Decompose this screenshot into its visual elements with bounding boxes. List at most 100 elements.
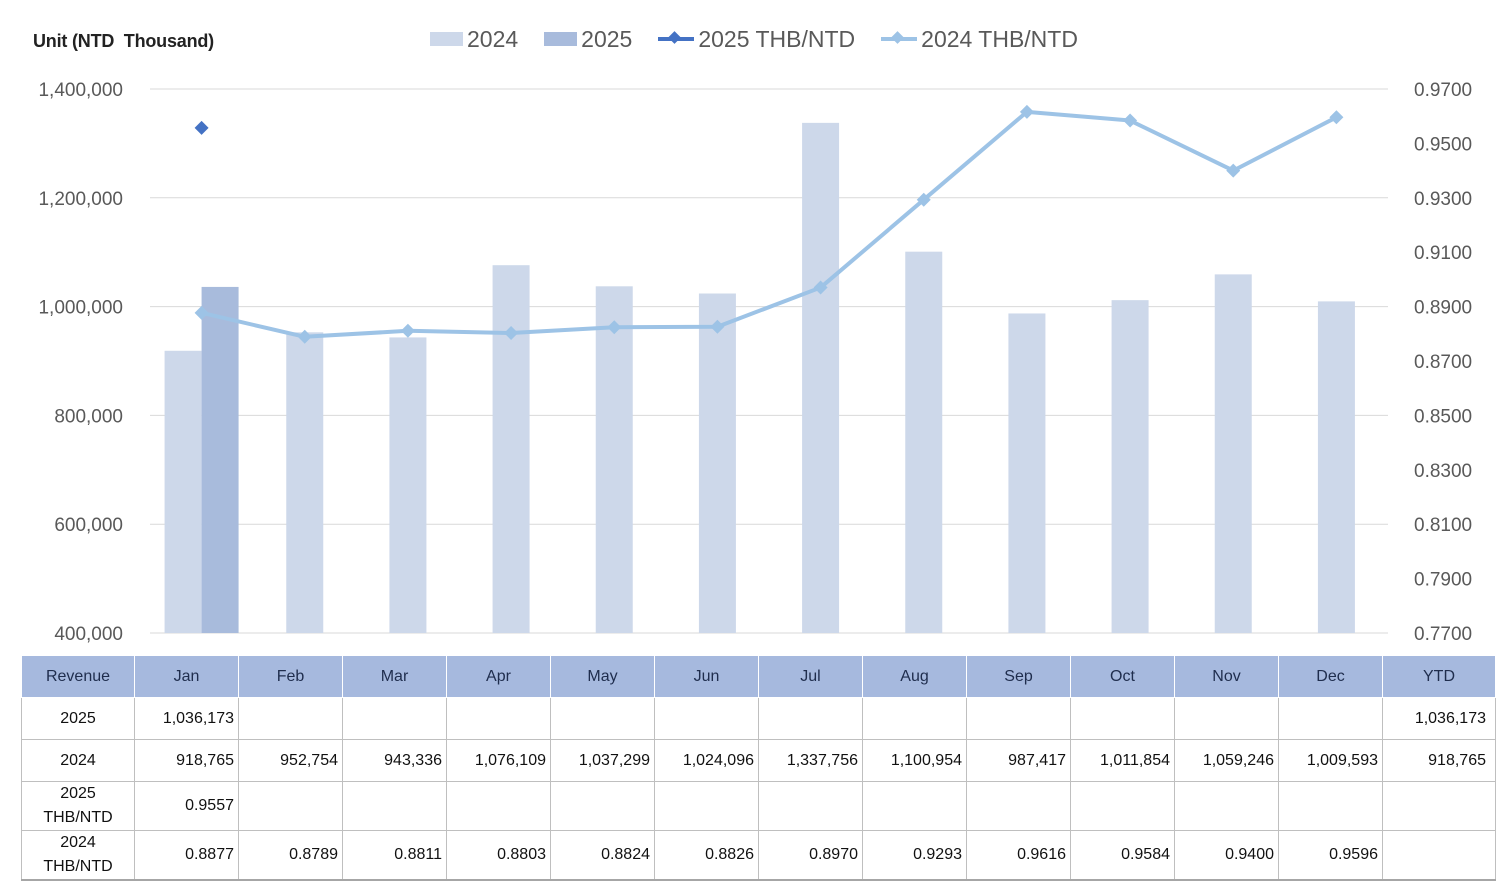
table-row: 2025 THB/NTD 0.9557	[21, 781, 1496, 831]
table-cell	[654, 781, 759, 831]
point-2024-thb	[1123, 113, 1138, 128]
table-header-cell: Jul	[758, 655, 863, 698]
table-cell: 0.8789	[238, 830, 343, 881]
table-header-cell: Jan	[134, 655, 239, 698]
unit-label: Unit (NTD Thousand)	[33, 31, 214, 51]
y-right-tick-label: 0.8100	[1414, 515, 1472, 536]
table-header-cell: Jun	[654, 655, 759, 698]
table-cell	[342, 781, 447, 831]
y-left-tick-label: 400,000	[54, 624, 123, 645]
table-cell: 0.9400	[1174, 830, 1279, 881]
y-left-tick-label: 1,000,000	[38, 298, 123, 319]
y-right-tick-label: 0.8300	[1414, 461, 1472, 482]
point-2025-thb	[194, 120, 209, 135]
table-row: 2024 THB/NTD 0.8877 0.8789 0.8811 0.8803 0.882…	[21, 830, 1496, 881]
table-cell: 952,754	[238, 739, 343, 782]
table-cell	[1174, 781, 1279, 831]
table-cell	[758, 781, 863, 831]
bar-2024	[1111, 300, 1149, 633]
table-cell	[342, 697, 447, 740]
legend-item-2025: 2025	[544, 26, 632, 53]
table-cell	[238, 697, 343, 740]
table-cell: 0.9596	[1278, 830, 1383, 881]
table-header-revenue: Revenue	[21, 655, 135, 698]
table-cell: 0.8824	[550, 830, 655, 881]
bar-2024	[1214, 274, 1252, 633]
table-cell: 1,024,096	[654, 739, 759, 782]
table-cell: 0.9557	[134, 781, 239, 831]
legend-swatch-2024-thb	[881, 31, 918, 47]
bar-2024	[1317, 301, 1355, 633]
table-cell: 0.8877	[134, 830, 239, 881]
point-2024-thb	[504, 325, 519, 340]
table-cell: 1,036,173	[134, 697, 239, 740]
y-left-tick-label: 600,000	[54, 515, 123, 536]
table-cell: 1,037,299	[550, 739, 655, 782]
y-left-tick-label: 800,000	[54, 406, 123, 427]
table-cell: 0.9616	[966, 830, 1071, 881]
bar-2024	[164, 350, 202, 633]
point-2024-thb	[194, 305, 209, 320]
table-cell	[862, 697, 967, 740]
table-header-cell: Sep	[966, 655, 1071, 698]
y-left-tick-label: 1,400,000	[38, 80, 123, 101]
legend-label-2025-thb: 2025 THB/NTD	[698, 25, 856, 52]
bar-2024	[595, 286, 633, 633]
y-right-tick-label: 0.7900	[1414, 570, 1472, 591]
chart-legend: 2024 2025 2025 THB/NTD 2024 THB/NTD	[430, 25, 1104, 53]
table-row: 2024 918,765 952,754 943,336 1,076,109 1,037,…	[21, 739, 1496, 782]
point-2024-thb	[813, 280, 828, 295]
table-row-label: 2024 THB/NTD	[21, 830, 135, 881]
point-2024-thb	[400, 323, 415, 338]
y-right-tick-label: 0.8500	[1414, 406, 1472, 427]
table-header-cell: May	[550, 655, 655, 698]
legend-label-2024: 2024	[467, 25, 519, 52]
table-cell-ytd	[1382, 830, 1496, 881]
table-cell	[966, 781, 1071, 831]
y-right-tick-label: 0.8900	[1414, 298, 1472, 319]
table-cell-ytd: 918,765	[1382, 739, 1496, 782]
bar-2024	[802, 122, 840, 634]
point-2024-thb	[1226, 163, 1241, 178]
table-header-cell: Mar	[342, 655, 447, 698]
legend-label-2024-thb: 2024 THB/NTD	[921, 25, 1078, 52]
legend-swatch-2025-thb	[658, 31, 695, 47]
table-cell	[862, 781, 967, 831]
table-cell: 987,417	[966, 739, 1071, 782]
bar-2024	[905, 251, 943, 633]
table-cell: 0.9584	[1070, 830, 1175, 881]
table-header-cell: Feb	[238, 655, 343, 698]
table-cell: 943,336	[342, 739, 447, 782]
table-row: 2025 1,036,173 1,036,173	[21, 697, 1496, 740]
bar-2024	[286, 332, 324, 633]
y-right-tick-label: 0.9300	[1414, 189, 1472, 210]
bar-2024	[698, 293, 736, 633]
y-right-tick-label: 0.9100	[1414, 243, 1472, 264]
point-2024-thb	[916, 192, 931, 207]
table-cell	[550, 781, 655, 831]
table-cell	[238, 781, 343, 831]
point-2024-thb	[607, 320, 622, 335]
point-2024-thb	[1329, 110, 1344, 125]
table-header-cell: Dec	[1278, 655, 1383, 698]
table-cell: 0.8803	[446, 830, 551, 881]
legend-item-2025-thb: 2025 THB/NTD	[658, 26, 855, 53]
line-2024-thb	[201, 109, 1338, 339]
table-cell: 918,765	[134, 739, 239, 782]
table-cell	[1070, 697, 1175, 740]
table-cell: 1,059,246	[1174, 739, 1279, 782]
table-cell: 0.8970	[758, 830, 863, 881]
table-cell: 0.9293	[862, 830, 967, 881]
table-cell: 1,076,109	[446, 739, 551, 782]
table-cell	[550, 697, 655, 740]
table-cell	[1278, 781, 1383, 831]
legend-swatch-2024	[430, 32, 463, 46]
table-cell	[446, 781, 551, 831]
table-cell	[966, 697, 1071, 740]
table-cell	[1278, 697, 1383, 740]
y-left-tick-label: 1,200,000	[38, 189, 123, 210]
legend-item-2024-thb: 2024 THB/NTD	[881, 26, 1078, 53]
table-cell: 1,011,854	[1070, 739, 1175, 782]
y-right-tick-label: 0.8700	[1414, 352, 1472, 373]
table-row-label: 2024	[21, 739, 135, 782]
